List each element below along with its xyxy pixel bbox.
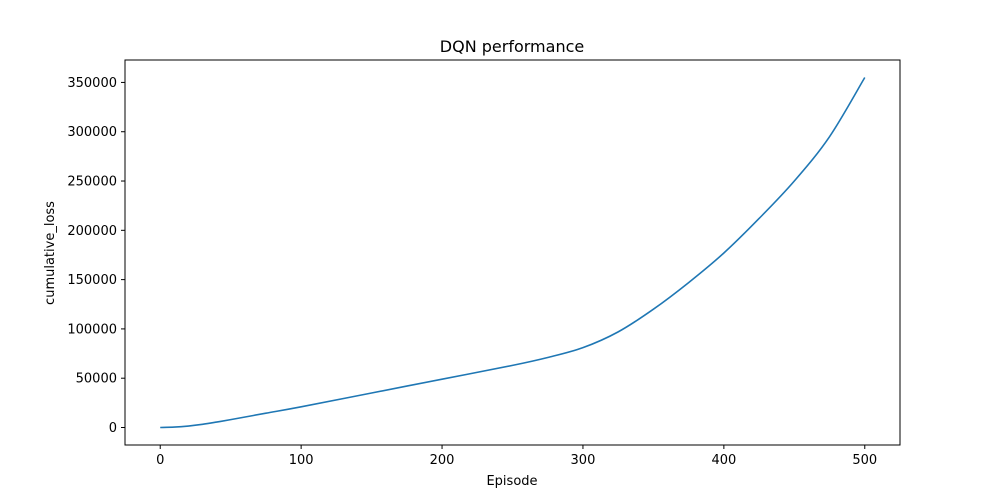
y-tick-label: 250000	[67, 175, 117, 190]
y-tick-label: 0	[109, 421, 117, 436]
y-tick-label: 200000	[67, 224, 117, 239]
x-tick-label: 300	[571, 453, 596, 468]
y-tick-label: 350000	[67, 76, 117, 91]
series-layer	[160, 77, 866, 429]
chart-title: DQN performance	[440, 37, 584, 56]
x-tick-label: 500	[852, 453, 877, 468]
y-axis-ticks: 0 50000 100000 150000 200000 250000 300000 3500…	[67, 76, 125, 436]
y-tick-label: 50000	[76, 372, 117, 387]
series-line	[160, 77, 866, 429]
x-tick-label: 0	[156, 453, 164, 468]
y-tick-label: 150000	[67, 273, 117, 288]
x-axis-ticks: 0 100 200 300 400 500	[156, 445, 877, 468]
x-tick-label: 200	[430, 453, 455, 468]
x-axis-label: Episode	[486, 474, 537, 489]
y-axis-label: cumulative_loss	[43, 201, 58, 305]
x-tick-label: 400	[711, 453, 736, 468]
y-tick-label: 300000	[67, 125, 117, 140]
plot-frame	[124, 59, 901, 446]
x-tick-label: 100	[289, 453, 314, 468]
y-tick-label: 100000	[67, 322, 117, 337]
